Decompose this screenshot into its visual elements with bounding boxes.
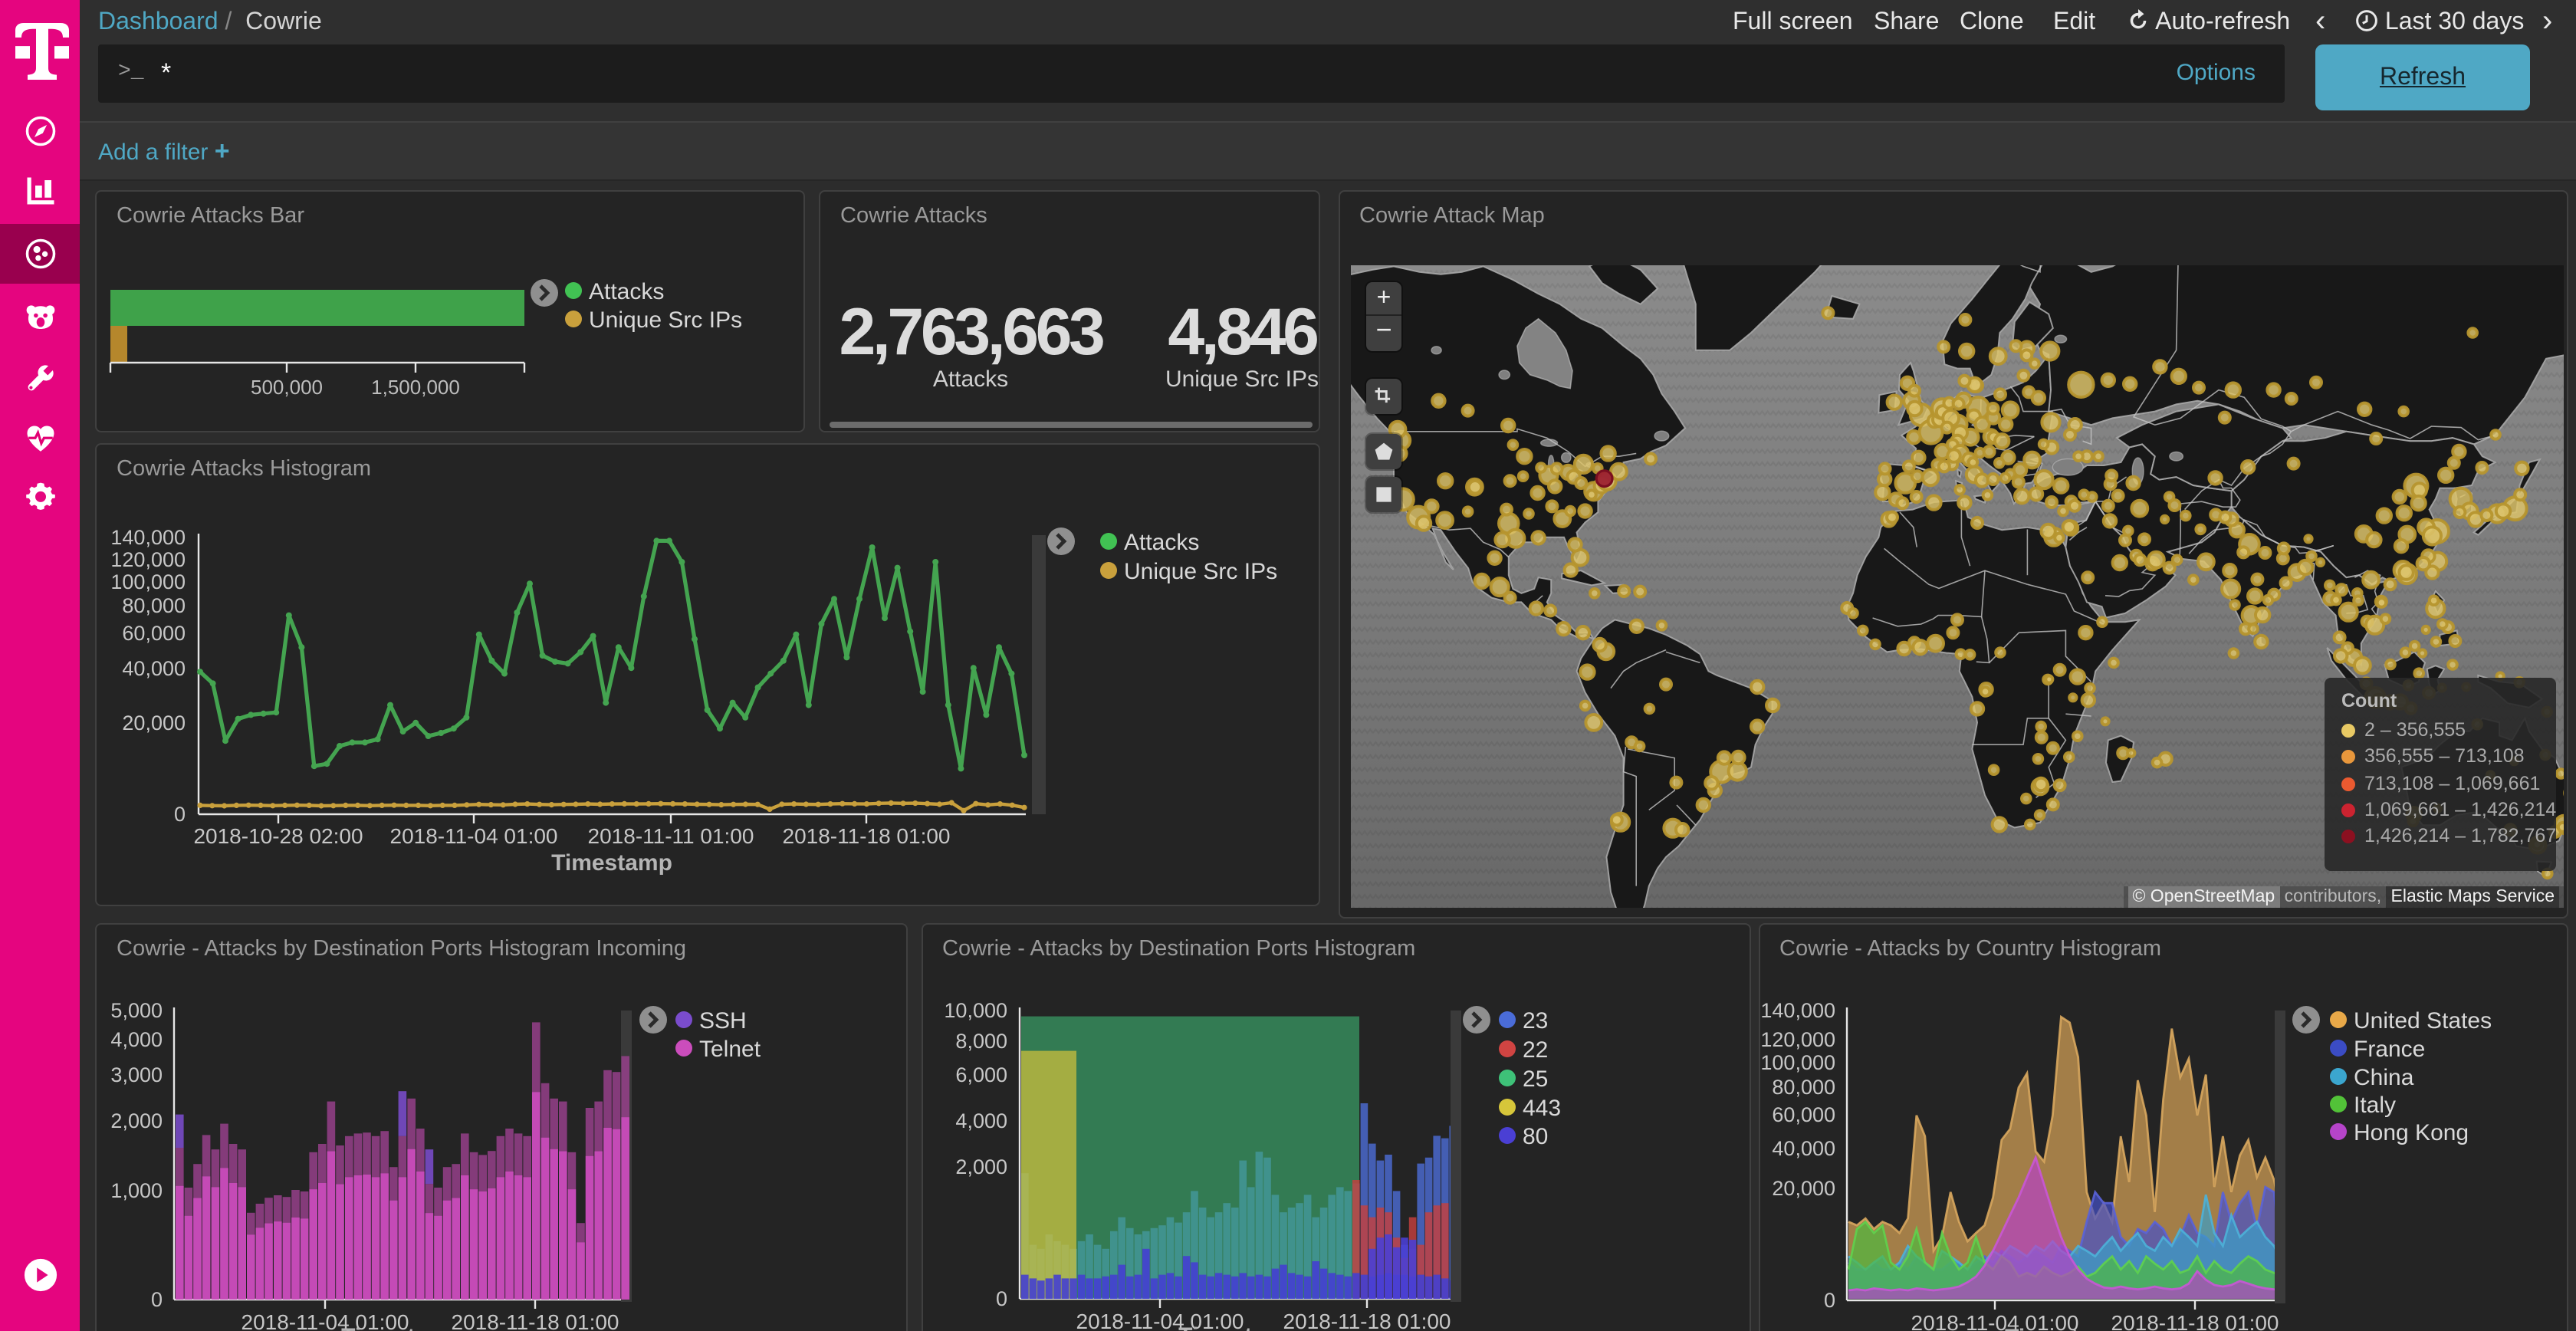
svg-text:Attacks: Attacks: [1124, 530, 1199, 555]
svg-text:Telnet: Telnet: [699, 1037, 761, 1062]
svg-text:Hong Kong: Hong Kong: [2353, 1120, 2468, 1145]
svg-text:2018-11-11 01:00: 2018-11-11 01:00: [588, 824, 754, 848]
svg-text:500,000: 500,000: [251, 376, 323, 399]
svg-text:2018-11-18 01:00: 2018-11-18 01:00: [2111, 1311, 2279, 1331]
svg-text:Unique Src IPs: Unique Src IPs: [1124, 559, 1277, 584]
svg-text:Attacks: Attacks: [589, 279, 664, 304]
svg-text:2018-11-04 01:00: 2018-11-04 01:00: [1076, 1310, 1244, 1331]
svg-text:5,000: 5,000: [110, 999, 163, 1022]
svg-text:120,000: 120,000: [110, 548, 186, 571]
svg-text:25: 25: [1522, 1066, 1547, 1092]
svg-text:0: 0: [174, 803, 186, 826]
svg-text:China: China: [2353, 1065, 2413, 1090]
svg-text:2018-11-04 01:00: 2018-11-04 01:00: [242, 1310, 409, 1331]
svg-text:80: 80: [1522, 1124, 1547, 1149]
svg-text:0: 0: [151, 1288, 163, 1311]
svg-text:2,000: 2,000: [110, 1109, 163, 1132]
svg-text:40,000: 40,000: [1771, 1137, 1835, 1160]
svg-text:20,000: 20,000: [122, 712, 186, 735]
svg-text:2018-11-18 01:00: 2018-11-18 01:00: [452, 1310, 619, 1331]
svg-text:2,000: 2,000: [955, 1155, 1007, 1178]
svg-text:10,000: 10,000: [943, 999, 1007, 1022]
svg-text:20,000: 20,000: [1771, 1177, 1835, 1200]
svg-text:100,000: 100,000: [1760, 1051, 1835, 1074]
svg-text:40,000: 40,000: [122, 657, 186, 680]
svg-text:SSH: SSH: [699, 1008, 747, 1034]
svg-text:6,000: 6,000: [955, 1063, 1007, 1086]
svg-text:4,000: 4,000: [955, 1109, 1007, 1132]
svg-text:23: 23: [1522, 1008, 1547, 1034]
svg-text:2018-11-04 01:00: 2018-11-04 01:00: [1911, 1311, 2078, 1331]
svg-text:4,000: 4,000: [110, 1028, 163, 1051]
svg-text:120,000: 120,000: [1760, 1028, 1835, 1051]
svg-text:Timestamp: Timestamp: [1178, 1323, 1299, 1331]
svg-text:United States: United States: [2353, 1008, 2491, 1034]
svg-text:60,000: 60,000: [1771, 1103, 1835, 1126]
svg-text:2018-11-04 01:00: 2018-11-04 01:00: [390, 824, 558, 848]
svg-text:2018-10-28 02:00: 2018-10-28 02:00: [193, 824, 363, 848]
svg-text:22: 22: [1522, 1037, 1547, 1063]
svg-text:France: France: [2353, 1037, 2424, 1062]
svg-text:140,000: 140,000: [1760, 999, 1835, 1022]
svg-text:0: 0: [995, 1287, 1007, 1310]
svg-text:60,000: 60,000: [122, 622, 186, 645]
svg-text:Unique Src IPs: Unique Src IPs: [589, 307, 742, 333]
svg-text:Italy: Italy: [2353, 1093, 2395, 1118]
svg-text:1,000: 1,000: [110, 1179, 163, 1202]
svg-text:8,000: 8,000: [955, 1030, 1007, 1053]
svg-text:100,000: 100,000: [110, 570, 186, 593]
svg-text:Timestamp: Timestamp: [2004, 1325, 2125, 1331]
svg-text:3,000: 3,000: [110, 1063, 163, 1086]
svg-text:2018-11-18 01:00: 2018-11-18 01:00: [783, 824, 951, 848]
svg-text:80,000: 80,000: [1771, 1076, 1835, 1099]
svg-text:1,500,000: 1,500,000: [371, 376, 460, 399]
svg-text:Timestamp: Timestamp: [341, 1324, 462, 1331]
svg-text:0: 0: [1823, 1289, 1835, 1312]
svg-text:Timestamp: Timestamp: [551, 850, 672, 876]
svg-text:80,000: 80,000: [122, 594, 186, 617]
svg-text:140,000: 140,000: [110, 526, 186, 549]
svg-text:443: 443: [1522, 1096, 1560, 1121]
svg-text:2018-11-18 01:00: 2018-11-18 01:00: [1283, 1310, 1451, 1331]
